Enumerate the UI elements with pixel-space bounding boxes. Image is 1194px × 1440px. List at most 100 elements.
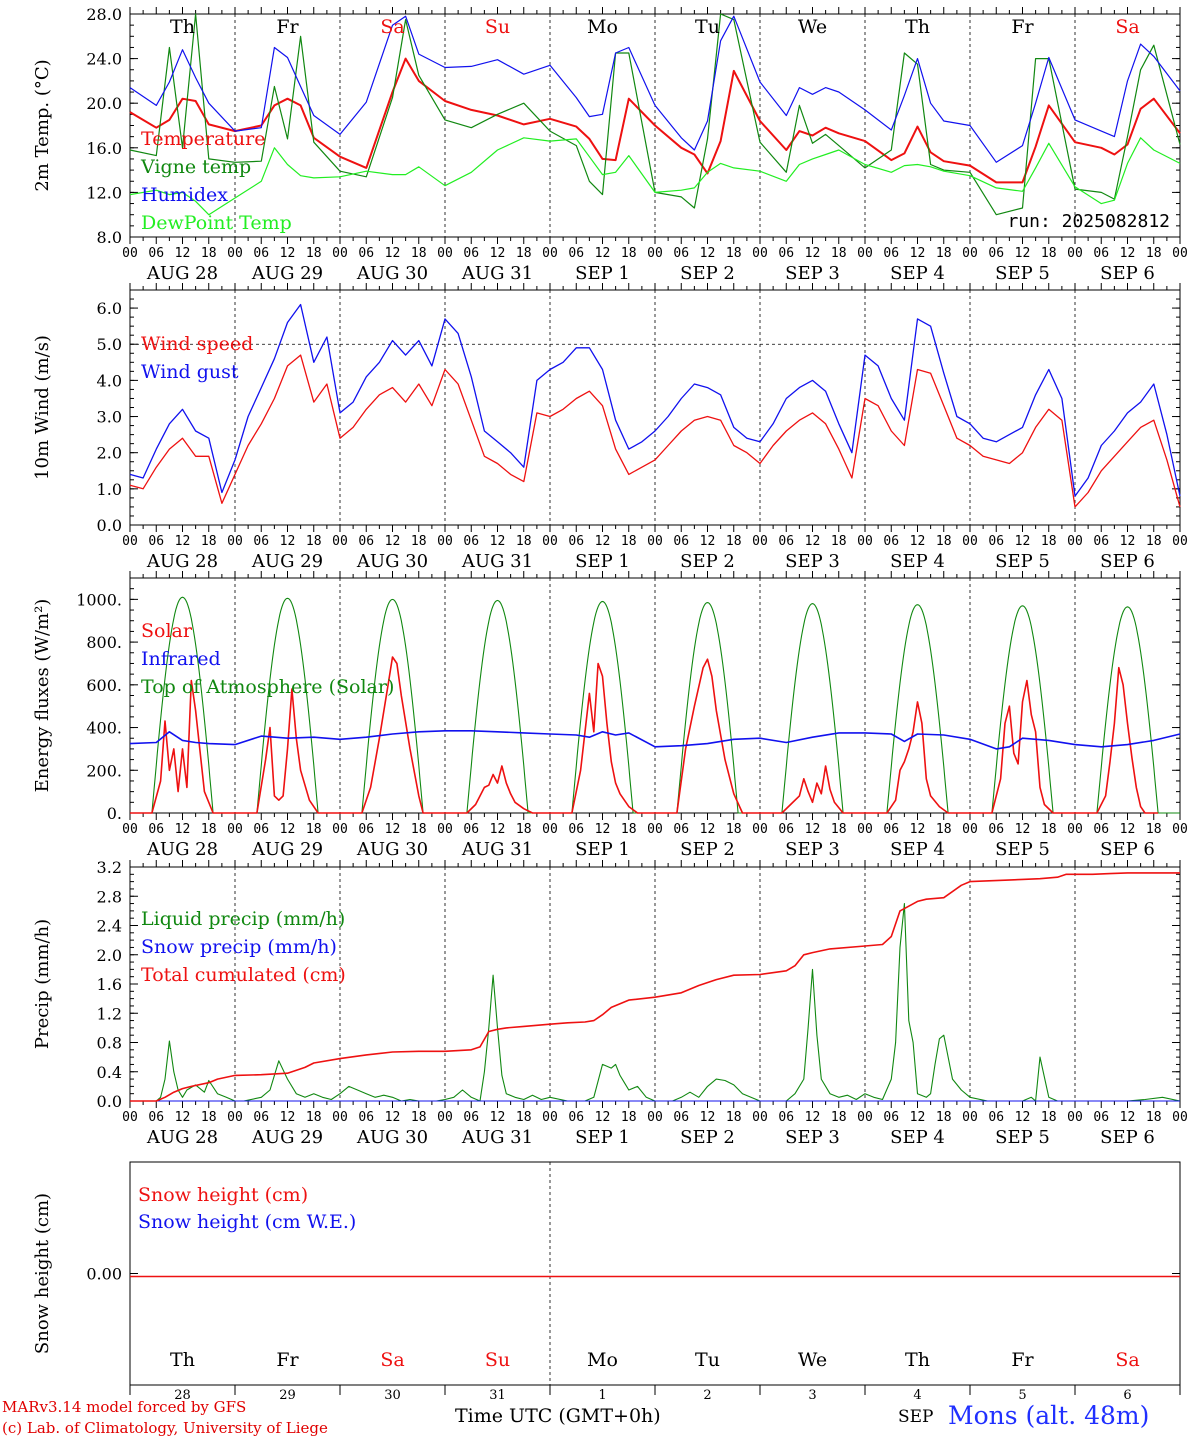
temp-date-label: AUG 29 [251, 263, 323, 284]
precip-hour-label: 12 [1015, 1110, 1031, 1125]
wind-hour-label: 18 [306, 534, 322, 549]
energy-ytick-label: 400. [86, 719, 122, 738]
energy-hour-label: 12 [910, 822, 926, 837]
precip-hour-label: 00 [227, 1110, 243, 1125]
temp-hour-label: 18 [201, 246, 217, 261]
precip-date-label: AUG 30 [356, 1127, 428, 1148]
temp-hour-label: 00 [752, 246, 768, 261]
energy-hour-label: 12 [490, 822, 506, 837]
precip-hour-label: 06 [358, 1110, 374, 1125]
temp-hour-label: 12 [805, 246, 821, 261]
temp-hour-label: 06 [148, 246, 164, 261]
precip-hour-label: 06 [778, 1110, 794, 1125]
energy-series-1 [129, 730, 1181, 750]
precip-hour-label: 06 [988, 1110, 1004, 1125]
precip-series-2 [130, 872, 1180, 1102]
temp-hour-label: 18 [1146, 246, 1162, 261]
wind-hour-label: 18 [1041, 534, 1057, 549]
energy-ytick-label: 800. [86, 633, 122, 652]
wind-hour-label: 18 [621, 534, 637, 549]
energy-ytick-label: 600. [86, 676, 122, 695]
snow-day-number: 2 [703, 1388, 711, 1403]
wind-legend-0: Wind speed [141, 333, 253, 355]
temp-ytick-label: 28.0 [86, 5, 122, 24]
energy-hour-label: 06 [883, 822, 899, 837]
day-name-label: Fr [276, 16, 299, 38]
temp-hour-label: 06 [778, 246, 794, 261]
temp-legend-0: Temperature [141, 128, 265, 150]
wind-hour-label: 00 [542, 534, 558, 549]
snow-legend-1: Snow height (cm W.E.) [138, 1211, 356, 1233]
day-name-label: We [798, 16, 827, 38]
energy-ylabel: Energy fluxes (W/m²) [32, 599, 53, 793]
energy-legend-2: Top of Atmosphere (Solar) [141, 676, 394, 698]
energy-hour-label: 18 [936, 822, 952, 837]
precip-hour-label: 12 [385, 1110, 401, 1125]
wind-series-0 [129, 354, 1181, 508]
precip-hour-label: 18 [936, 1110, 952, 1125]
temp-hour-label: 06 [1093, 246, 1109, 261]
precip-ytick-label: 1.2 [97, 1004, 122, 1023]
precip-hour-label: 00 [1067, 1110, 1083, 1125]
precip-ytick-label: 2.0 [97, 946, 122, 965]
precip-hour-label: 18 [516, 1110, 532, 1125]
precip-ytick-label: 0.0 [97, 1092, 122, 1111]
precip-legend-2: Total cumulated (cm) [141, 964, 346, 986]
snow-day-name: Su [485, 1349, 510, 1371]
temp-ytick-label: 8.0 [97, 228, 122, 247]
precip-ytick-label: 0.4 [97, 1063, 122, 1082]
precip-hour-label: 00 [1172, 1110, 1188, 1125]
temp-date-label: AUG 28 [146, 263, 218, 284]
precip-ytick-label: 1.6 [97, 975, 122, 994]
day-name-label: Th [170, 16, 195, 38]
energy-date-label: SEP 1 [575, 839, 630, 860]
precip-hour-label: 06 [568, 1110, 584, 1125]
time-axis-label: Time UTC (GMT+0h) [455, 1405, 661, 1427]
energy-date-label: SEP 5 [995, 839, 1050, 860]
wind-series-1 [129, 303, 1181, 497]
wind-hour-label: 12 [1120, 534, 1136, 549]
temp-hour-label: 12 [910, 246, 926, 261]
temp-series-1 [129, 13, 1181, 216]
precip-ytick-label: 2.8 [97, 887, 122, 906]
wind-date-label: SEP 3 [785, 551, 840, 572]
precip-hour-label: 12 [490, 1110, 506, 1125]
precip-ytick-label: 0.8 [97, 1034, 122, 1053]
energy-hour-label: 18 [726, 822, 742, 837]
temp-hour-label: 00 [962, 246, 978, 261]
temp-hour-label: 12 [1120, 246, 1136, 261]
wind-hour-label: 12 [805, 534, 821, 549]
precip-hour-label: 00 [332, 1110, 348, 1125]
precip-hour-label: 06 [1093, 1110, 1109, 1125]
temp-date-label: AUG 31 [461, 263, 533, 284]
energy-hour-label: 00 [752, 822, 768, 837]
wind-hour-label: 00 [962, 534, 978, 549]
wind-hour-label: 12 [175, 534, 191, 549]
energy-date-label: SEP 4 [890, 839, 945, 860]
precip-hour-label: 06 [253, 1110, 269, 1125]
temp-date-label: SEP 4 [890, 263, 945, 284]
wind-hour-label: 18 [411, 534, 427, 549]
wind-ytick-label: 4.0 [97, 371, 122, 390]
wind-hour-label: 12 [595, 534, 611, 549]
temp-hour-label: 00 [542, 246, 558, 261]
energy-date-label: SEP 3 [785, 839, 840, 860]
energy-hour-label: 06 [778, 822, 794, 837]
wind-hour-label: 06 [673, 534, 689, 549]
precip-date-label: SEP 2 [680, 1127, 735, 1148]
wind-date-label: AUG 29 [251, 551, 323, 572]
precip-date-label: SEP 4 [890, 1127, 945, 1148]
temp-date-label: SEP 1 [575, 263, 630, 284]
temp-hour-label: 12 [385, 246, 401, 261]
wind-hour-label: 12 [910, 534, 926, 549]
temp-hour-label: 12 [175, 246, 191, 261]
precip-hour-label: 12 [700, 1110, 716, 1125]
wind-hour-label: 00 [332, 534, 348, 549]
energy-hour-label: 12 [385, 822, 401, 837]
precip-hour-label: 18 [306, 1110, 322, 1125]
precip-hour-label: 06 [463, 1110, 479, 1125]
temp-hour-label: 00 [1172, 246, 1188, 261]
wind-hour-label: 00 [227, 534, 243, 549]
day-name-label: Tu [695, 16, 720, 38]
